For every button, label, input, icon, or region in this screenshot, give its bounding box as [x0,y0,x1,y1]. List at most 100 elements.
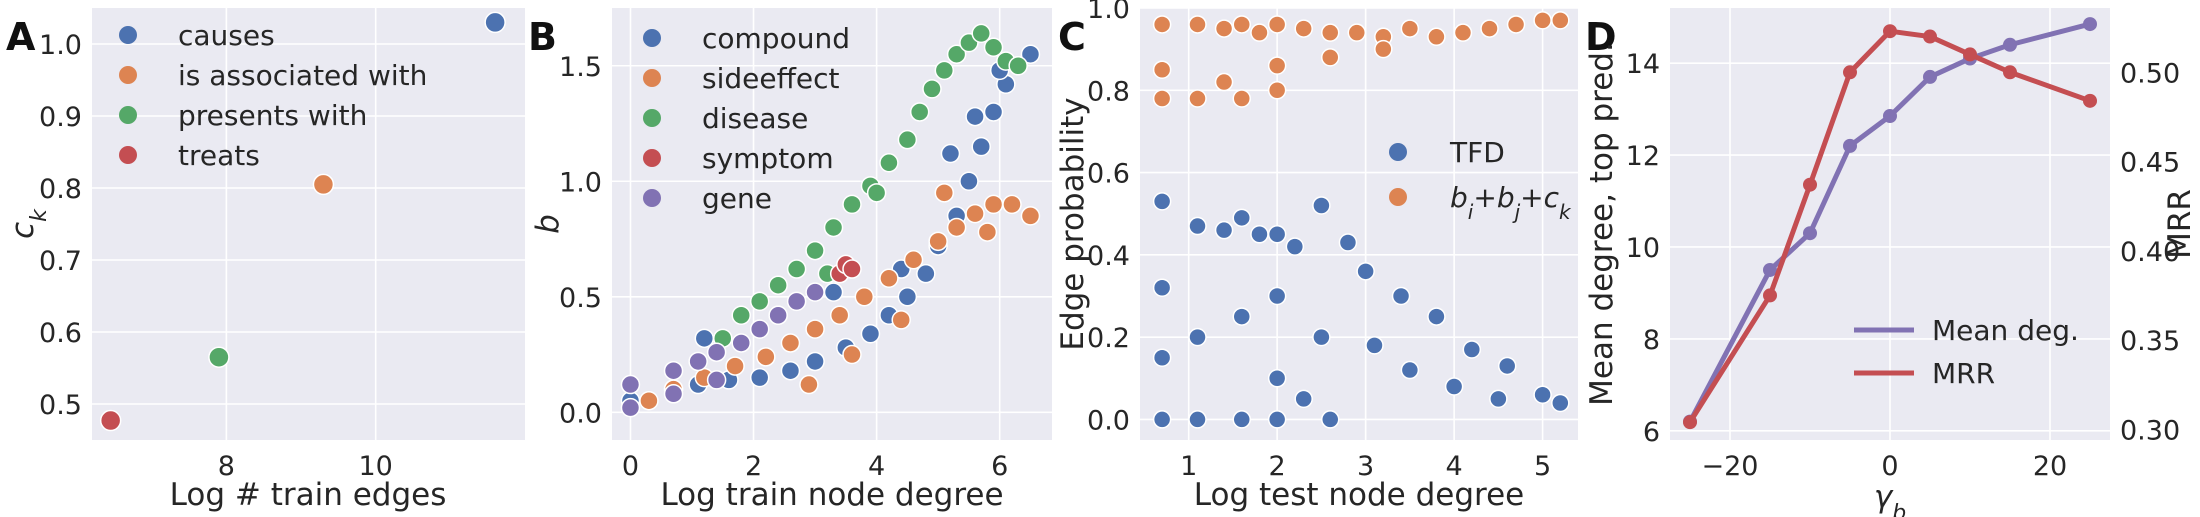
panel-a-points [99,11,506,432]
panel-d-letter: D [1585,15,1617,59]
panel-d-ytick-right-label: 0.40 [2120,237,2180,268]
panel-b-points [620,23,1041,418]
marker-mrr [2003,65,2017,80]
point-tfd [1497,356,1517,376]
point-b-i-b-j-c-k [1188,89,1207,108]
panel-c-ytick-label: 0.2 [1087,323,1130,354]
legend-label-disease: disease [702,102,808,135]
legend-label-mrr: MRR [1932,357,1995,390]
point-b-i-b-j-c-k [1214,72,1234,92]
panel-c-ytick-label: 0.0 [1087,405,1130,436]
point-tfd [1489,389,1508,409]
marker-mrr [1763,288,1777,303]
point-disease [842,194,862,215]
panel-d-xlabel-sub: b [1892,501,1906,517]
point-compound [749,367,770,388]
point-b-i-b-j-c-k [1320,48,1340,67]
point-tfd [1152,410,1172,429]
panel-a-ticks: 8 10 0.5 0.6 0.7 0.8 0.9 1.0 [39,30,393,482]
point-sideeffect [854,287,875,307]
point-compound [916,263,936,284]
point-sideeffect [780,333,801,353]
legend-marker-is-associated-with [119,66,137,84]
point-sideeffect [829,305,850,326]
formula-k: k [1559,200,1572,224]
point-tfd [1533,385,1552,404]
panel-a-xtick-label: 8 [218,451,235,482]
point-sideeffect [934,183,955,203]
legend-label-tfd: TFD [1449,136,1505,169]
point-disease [786,259,807,279]
point-b-i-b-j-c-k [1250,23,1269,42]
panel-d-ticks: −20 0 20 6 8 10 12 14 0.30 0.35 0.40 0.45 0.50 [1626,49,2180,482]
point-tfd [1232,307,1252,326]
panel-d-legend: Mean deg. MRR [1854,314,2079,390]
point-gene [731,333,751,353]
panel-b-ytick-label: 1.0 [559,167,602,198]
point-tfd [1232,410,1252,429]
legend-label-bias-sum: bi+bj+ck [1450,181,1572,224]
point-treats [99,409,122,432]
point-gene [688,351,708,372]
point-gene [620,397,641,418]
legend-marker-gene [643,189,661,207]
point-tfd [1462,340,1482,359]
panel-c-xlabel: Log test node degree [1194,477,1524,513]
point-compound [940,143,961,164]
marker-mean-deg- [1803,226,1817,241]
point-gene [749,319,770,339]
point-sideeffect [977,222,998,242]
point-disease [749,291,770,312]
point-compound [959,171,979,192]
panel-c-xtick-label: 2 [1269,451,1286,482]
panel-c-ylabel: Edge probability [1055,97,1091,350]
point-disease [909,102,930,122]
panel-a: 8 10 0.5 0.6 0.7 0.8 0.9 1.0 A Log # train edge… [5,8,525,513]
marker-mean-deg- [1843,138,1857,153]
point-disease [823,217,844,238]
point-b-i-b-j-c-k [1152,60,1172,79]
panel-b-xtick-label: 4 [868,451,885,482]
panel-a-ytick-label: 0.9 [39,102,82,133]
panel-a-ytick-label: 0.5 [39,390,82,421]
panel-d-grid [1670,8,2110,440]
point-sideeffect [725,356,745,376]
point-disease [805,240,825,261]
panel-a-grid [92,8,525,440]
point-tfd [1152,192,1172,211]
panel-d-ytick-label: 10 [1626,233,1660,264]
legend-marker-bias-sum [1389,188,1407,206]
legend-marker-tfd [1389,143,1407,161]
point-sideeffect [879,268,899,289]
panel-d-lines [1683,17,2097,430]
point-b-i-b-j-c-k [1267,56,1287,75]
point-sideeffect [756,347,776,367]
point-tfd [1250,225,1269,244]
panel-b-xtick-label: 6 [991,451,1008,482]
point-tfd [1232,208,1252,228]
panel-b-ylabel: b [530,214,566,234]
point-causes [484,11,506,34]
panel-c-xtick-label: 5 [1534,451,1551,482]
legend-marker-presents-with [119,106,137,124]
point-b-i-b-j-c-k [1480,19,1499,38]
panel-d-xlabel-base: γ [1874,479,1894,515]
point-compound [860,323,881,344]
legend-label-treats: treats [178,139,260,172]
point-b-i-b-j-c-k [1320,23,1340,42]
panel-a-ylabel: ck [5,208,52,239]
point-tfd [1444,377,1464,396]
panel-c-letter: C [1058,15,1086,59]
point-b-i-b-j-c-k [1188,15,1207,34]
legend-marker-symptom [643,149,661,167]
panel-d-xtick-label: 20 [2033,451,2067,482]
point-gene [805,282,825,302]
point-sideeffect [842,344,862,365]
point-compound [983,102,1004,122]
marker-mrr [1963,47,1977,62]
point-disease [946,44,967,64]
marker-mrr [2083,93,2097,108]
panel-c-ytick-label: 0.4 [1087,241,1130,272]
point-disease [983,37,1004,58]
